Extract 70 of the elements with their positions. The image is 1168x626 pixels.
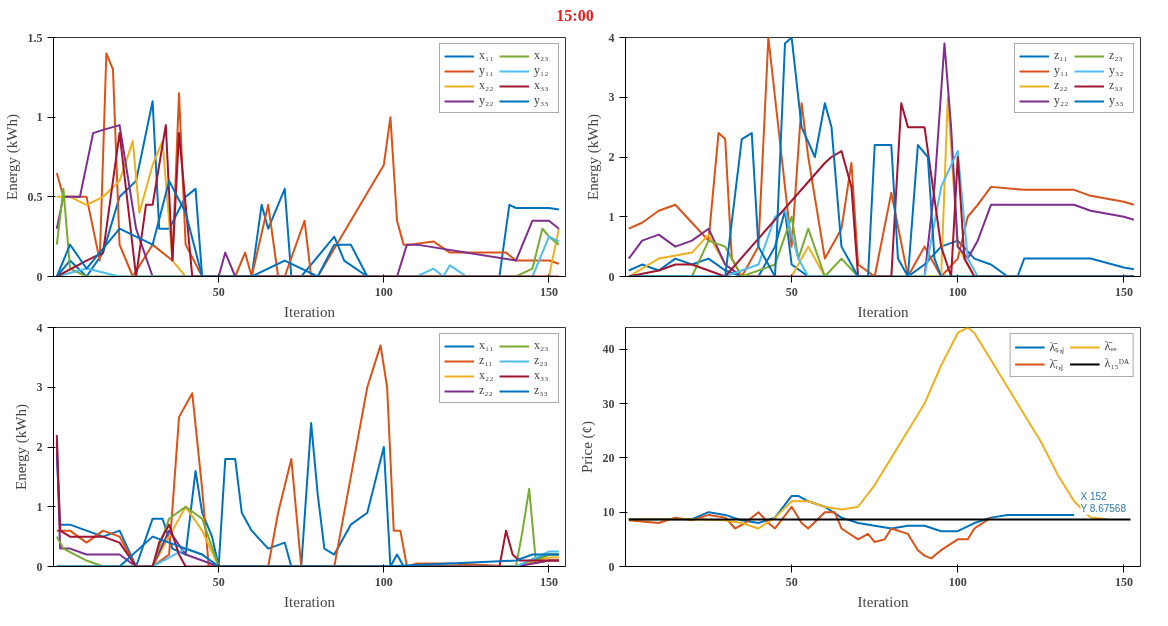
legend-label: x₂₃ xyxy=(534,48,550,63)
y-axis-title: Energy (kWh) xyxy=(3,114,21,200)
y-tick-label: 1 xyxy=(608,209,615,224)
legend-label: z₂₂ xyxy=(479,383,494,398)
legend-label: z₃₃ xyxy=(1109,78,1124,93)
legend-label: x₁₁ xyxy=(479,338,495,353)
legend-label: z₂₃ xyxy=(1109,48,1124,63)
legend-label: λ̄ₑₑ xyxy=(1104,339,1118,354)
y-tick-label: 0 xyxy=(36,559,43,574)
y-tick-label: 0 xyxy=(608,269,615,284)
annotation: Y 8.67568 xyxy=(1080,503,1127,515)
legend-label: y₁₁ xyxy=(1054,63,1070,78)
y-tick-label: 20 xyxy=(602,450,615,465)
y-tick-label: 2 xyxy=(36,440,43,454)
x-axis-title: Iteration xyxy=(857,593,909,610)
legend-label: y₂₂ xyxy=(1054,93,1070,108)
legend-label: y₃₂ xyxy=(1109,63,1125,78)
x-tick-label: 50 xyxy=(212,284,225,299)
legend-label: z₁₁ xyxy=(479,353,494,368)
legend-label: x₂₂ xyxy=(479,368,495,383)
y-tick-label: 0.5 xyxy=(27,189,43,204)
y-tick-label: 3 xyxy=(36,380,43,395)
y-tick-label: 1.5 xyxy=(27,30,43,45)
y-tick-label: 2 xyxy=(608,150,615,164)
y-tick-label: 4 xyxy=(36,320,43,335)
legend-label: z₁₁ xyxy=(1054,48,1069,63)
legend-label: x₂₃ xyxy=(534,338,550,353)
y-tick-label: 4 xyxy=(608,30,615,45)
legend-label: x₂₂ xyxy=(479,78,495,93)
y-tick-label: 0 xyxy=(608,559,615,574)
legend-label: y₃₃ xyxy=(1109,93,1125,108)
x-tick-label: 50 xyxy=(785,574,798,589)
x-tick-label: 50 xyxy=(785,284,798,299)
x-tick-label: 150 xyxy=(1114,284,1133,299)
x-tick-label: 100 xyxy=(948,284,967,299)
y-axis-title: Energy (kWh) xyxy=(584,114,602,200)
x-tick-label: 50 xyxy=(212,574,225,589)
y-axis-title: Price (¢) xyxy=(578,420,596,474)
legend-label: z₂₃ xyxy=(534,353,549,368)
x-tick-label: 100 xyxy=(374,284,393,299)
x-tick-label: 150 xyxy=(539,284,558,299)
legend-label: y₁₂ xyxy=(534,63,550,78)
legend-label: y₃₃ xyxy=(534,93,550,108)
x-tick-label: 150 xyxy=(1114,574,1133,589)
legend-label: z₂₂ xyxy=(1054,78,1069,93)
legend-label: y₁₁ xyxy=(479,63,495,78)
legend-label: x₃₃ xyxy=(534,78,550,93)
y-tick-label: 40 xyxy=(602,342,615,357)
y-tick-label: 1 xyxy=(36,110,43,125)
x-axis-title: Iteration xyxy=(857,303,909,320)
legend-label: λ̄ᵣ,ⱼ xyxy=(1049,356,1065,372)
legend-label: x₁₁ xyxy=(479,48,495,63)
y-axis-title: Energy (kWh) xyxy=(12,404,30,490)
legend-label: z₃₃ xyxy=(534,383,549,398)
annotation: X 152 xyxy=(1080,491,1108,503)
x-tick-label: 100 xyxy=(948,574,967,589)
text: 15:00 xyxy=(555,6,595,26)
legend-label: y₂₂ xyxy=(479,93,495,108)
x-axis-title: Iteration xyxy=(284,593,336,610)
legend-label: λ₁₅ᴰᴬ xyxy=(1104,356,1129,371)
x-tick-label: 150 xyxy=(539,574,558,589)
y-tick-label: 30 xyxy=(602,396,615,411)
y-tick-label: 0 xyxy=(36,269,43,284)
y-tick-label: 3 xyxy=(608,90,615,105)
y-tick-label: 10 xyxy=(602,505,615,520)
x-tick-label: 100 xyxy=(374,574,393,589)
legend-label: x₃₃ xyxy=(534,368,550,383)
y-tick-label: 1 xyxy=(36,499,43,514)
x-axis-title: Iteration xyxy=(284,303,336,320)
legend-label: λ̄ₛ,ⱼ xyxy=(1049,339,1066,355)
